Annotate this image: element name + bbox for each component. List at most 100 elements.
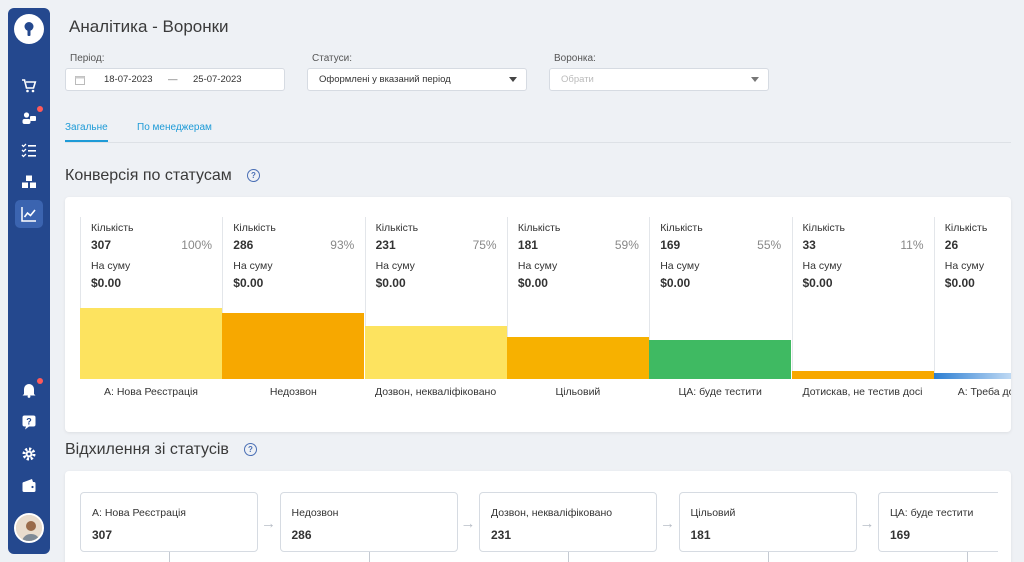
sum-label: На суму <box>233 260 273 272</box>
period-from[interactable]: 18-07-2023 <box>104 74 153 85</box>
funnel-column: Кількість 181 59% На суму $0.00 Цільовий <box>506 217 649 400</box>
count-label: Кількість <box>233 222 276 234</box>
nav-settings[interactable] <box>15 440 43 468</box>
avatar[interactable] <box>14 513 44 543</box>
nav-tasks[interactable] <box>15 136 43 164</box>
sum-label: На суму <box>375 260 415 272</box>
svg-text:?: ? <box>26 417 32 427</box>
status-count: 286 <box>233 238 254 252</box>
status-count: 231 <box>375 238 396 252</box>
funnel-column: Кількість 169 55% На суму $0.00 ЦА: буде тест… <box>649 217 792 400</box>
deviation-status-name: Цільовий <box>690 507 736 519</box>
conversion-title: Конверсія по статусам <box>65 167 232 184</box>
funnel-bar <box>364 326 507 379</box>
nav-orders[interactable] <box>15 72 43 100</box>
column-divider <box>933 217 935 379</box>
wallet-icon <box>22 479 36 492</box>
deviation-status-count: 181 <box>690 528 711 542</box>
calendar-icon <box>75 76 85 85</box>
status-name: Дотискав, не тестив досі <box>802 386 923 398</box>
funnel-column: Кількість 26 На суму $0.00 А: Треба дотиснут… <box>933 217 1011 400</box>
arrow-right-icon: → <box>460 515 476 532</box>
page-title: Аналітика - Воронки <box>69 17 229 36</box>
count-label: Кількість <box>944 222 988 234</box>
sum-label: На суму <box>517 260 558 272</box>
status-sum: $0.00 <box>233 276 264 290</box>
deviation-status-count: 169 <box>890 528 911 542</box>
period-date-range[interactable]: 18-07-2023 — 25-07-2023 <box>65 68 285 91</box>
column-divider <box>649 217 651 379</box>
funnel-placeholder: Обрати <box>561 74 594 85</box>
deviation-status-box[interactable]: Дозвон, некваліфіковано 231 <box>479 492 657 552</box>
period-to[interactable]: 25-07-2023 <box>193 74 242 85</box>
status-sum: $0.00 <box>802 276 833 290</box>
status-sum: $0.00 <box>375 276 406 290</box>
nav-help[interactable]: ? <box>15 408 43 436</box>
status-sum: $0.00 <box>660 276 691 290</box>
funnel-bar <box>506 337 649 379</box>
deviation-status-name: Недозвон <box>291 507 339 519</box>
chevron-down-icon <box>751 77 759 82</box>
arrow-right-icon: → <box>261 515 276 532</box>
help-icon: ? <box>22 415 36 430</box>
funnel-column: Кількість 231 75% На суму $0.00 Дозвон, неква… <box>364 217 507 400</box>
funnel-column: Кількість 286 93% На суму $0.00 Недозвон <box>222 217 365 400</box>
sum-label: На суму <box>660 260 700 272</box>
status-count: 169 <box>660 238 681 252</box>
nav-analytics[interactable] <box>15 200 43 228</box>
status-name: Цільовий <box>555 386 601 398</box>
count-label: Кількість <box>375 222 419 234</box>
column-divider <box>506 217 508 379</box>
users-icon <box>22 112 36 124</box>
statuses-label: Статуси: <box>312 53 352 64</box>
nav-warehouse[interactable] <box>15 168 43 196</box>
deviation-status-name: ЦА: буде тестити <box>890 507 974 519</box>
chart-icon <box>21 207 36 222</box>
status-percent: 93% <box>330 238 355 252</box>
statuses-select[interactable]: Оформлені у вказаний період <box>307 68 527 91</box>
tab-general[interactable]: Загальне <box>65 122 108 142</box>
nav-clients[interactable] <box>15 104 43 132</box>
conversion-card: Кількість 307 100% На суму $0.00 А: Нова Реєс… <box>65 197 1011 432</box>
nav-notifications[interactable] <box>15 376 43 404</box>
gear-icon <box>22 447 36 461</box>
key-icon <box>24 22 34 36</box>
deviation-status-name: А: Нова Реєстрація <box>92 507 186 519</box>
funnel-column: Кількість 33 11% На суму $0.00 Дотискав, не т… <box>791 217 934 400</box>
checklist-icon <box>21 143 36 158</box>
connector-line <box>967 552 968 562</box>
status-name: А: Треба дотиснути <box>957 386 1011 398</box>
deviation-status-box[interactable]: Цільовий 181 <box>678 492 857 552</box>
status-sum: $0.00 <box>944 276 975 290</box>
status-name: А: Нова Реєстрація <box>104 386 198 398</box>
deviation-status-count: 307 <box>92 528 113 542</box>
question-icon[interactable]: ? <box>247 169 260 182</box>
status-count: 33 <box>802 238 816 252</box>
connector-line <box>767 552 769 562</box>
funnel-bar <box>80 308 222 379</box>
funnel-select[interactable]: Обрати <box>549 68 769 91</box>
question-icon[interactable]: ? <box>244 443 257 456</box>
period-separator: — <box>168 74 178 85</box>
arrow-right-icon: → <box>660 515 675 532</box>
period-label: Період: <box>70 53 105 64</box>
nav-finance[interactable] <box>15 472 43 500</box>
status-count: 181 <box>517 238 538 252</box>
column-divider <box>222 217 224 379</box>
sidebar: ? <box>8 8 50 554</box>
tab-by-managers[interactable]: По менеджерам <box>137 122 212 133</box>
deviation-status-box[interactable]: А: Нова Реєстрація 307 <box>80 492 258 552</box>
funnel-column: Кількість 307 100% На суму $0.00 А: Нова Реєс… <box>80 217 222 400</box>
status-percent: 55% <box>757 238 782 252</box>
cart-icon <box>22 79 37 93</box>
deviation-status-count: 231 <box>491 528 512 542</box>
count-label: Кількість <box>802 222 846 234</box>
bell-icon <box>22 384 36 398</box>
deviation-status-box[interactable]: ЦА: буде тестити 169 <box>878 492 998 552</box>
sum-label: На суму <box>802 260 842 272</box>
funnel-bar <box>791 371 934 379</box>
logo[interactable] <box>14 14 44 44</box>
deviation-status-name: Дозвон, некваліфіковано <box>491 507 613 519</box>
status-name: Дозвон, некваліфіковано <box>375 386 497 398</box>
deviation-status-box[interactable]: Недозвон 286 <box>279 492 458 552</box>
